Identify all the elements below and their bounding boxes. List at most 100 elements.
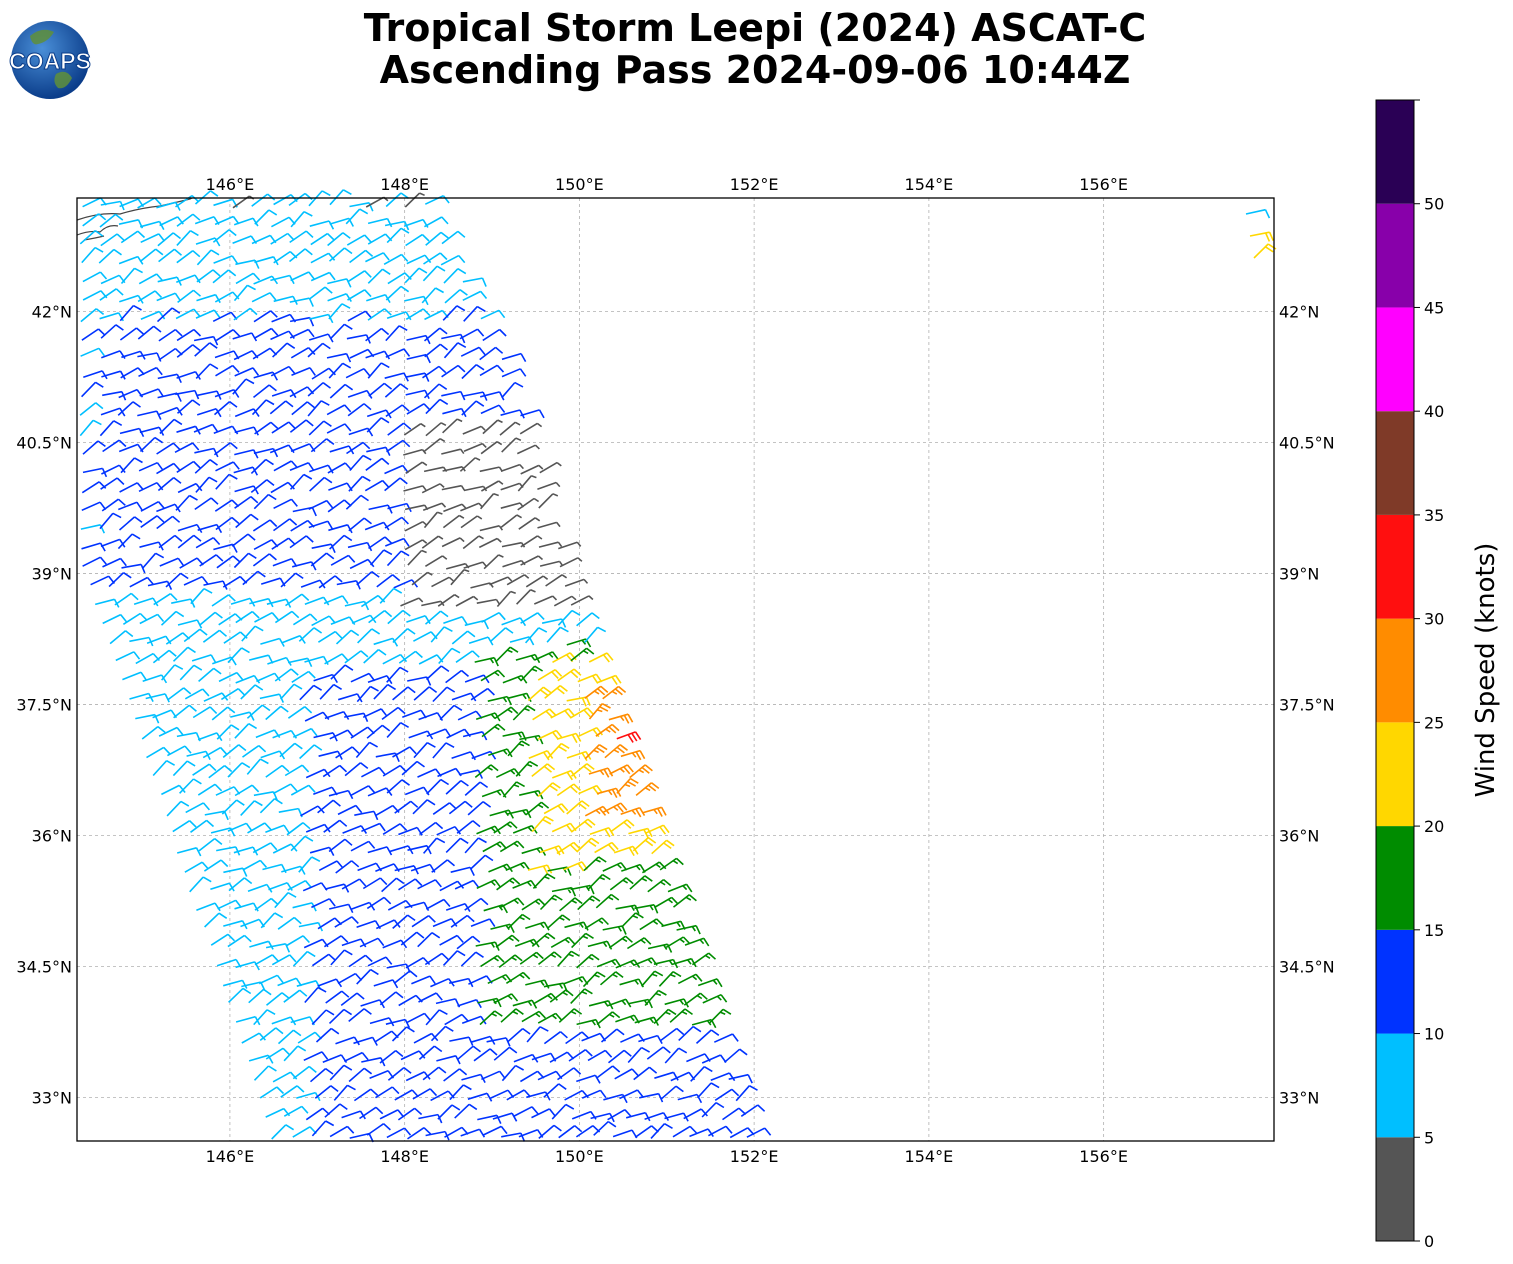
wind-barb xyxy=(357,628,381,644)
wind-barb xyxy=(195,537,221,549)
wind-barb xyxy=(290,835,314,852)
wind-barb xyxy=(240,684,264,700)
wind-barb xyxy=(250,479,275,494)
wind-barb xyxy=(328,362,352,379)
wind-barb xyxy=(81,381,104,398)
wind-barb xyxy=(337,804,363,816)
wind-barb xyxy=(547,742,570,759)
wind-barb xyxy=(298,856,321,873)
wind-barb xyxy=(713,1033,739,1043)
wind-barb xyxy=(310,252,336,264)
wind-barb xyxy=(171,598,196,608)
wind-barb xyxy=(350,785,376,797)
wind-barb xyxy=(310,438,335,453)
wind-barb xyxy=(650,1123,673,1139)
wind-barb xyxy=(620,749,646,761)
wind-barb xyxy=(495,767,521,779)
wind-barb xyxy=(366,417,390,433)
wind-barb xyxy=(499,421,521,436)
lon-tick-bottom: 152°E xyxy=(730,1147,779,1166)
wind-barb xyxy=(172,760,196,777)
wind-barb xyxy=(251,193,276,207)
wind-barb xyxy=(324,883,350,893)
wind-barb xyxy=(235,272,261,285)
wind-barb xyxy=(329,189,352,206)
wind-barb xyxy=(349,249,374,264)
wind-barb xyxy=(194,497,219,511)
wind-barb xyxy=(606,998,632,1008)
wind-barb xyxy=(277,916,302,930)
wind-barb xyxy=(172,820,197,833)
wind-barb xyxy=(235,513,259,529)
wind-barb xyxy=(564,921,589,931)
wind-barb xyxy=(161,784,186,796)
wind-barb xyxy=(156,515,181,530)
wind-barb xyxy=(425,422,447,437)
wind-barb xyxy=(483,554,504,570)
wind-barb xyxy=(512,705,536,721)
lat-tick-left: 34.5°N xyxy=(16,957,72,976)
wind-barb xyxy=(537,782,561,798)
wind-barb xyxy=(494,706,519,720)
wind-barb xyxy=(654,1071,679,1081)
wind-barb xyxy=(403,218,429,228)
wind-barb xyxy=(387,422,412,436)
wind-barb xyxy=(83,370,108,380)
wind-barb xyxy=(405,957,431,969)
wind-barb xyxy=(160,664,184,681)
wind-barb xyxy=(381,706,406,721)
wind-barb xyxy=(407,1127,432,1140)
wind-barb xyxy=(576,837,600,853)
wind-barb xyxy=(442,514,465,529)
wind-barb xyxy=(141,725,166,740)
wind-barb xyxy=(172,646,196,662)
wind-barb xyxy=(330,949,353,966)
wind-barb xyxy=(194,342,218,357)
wind-barb xyxy=(424,194,450,205)
wind-barb xyxy=(609,877,634,891)
wind-barb xyxy=(81,246,104,264)
wind-barb xyxy=(195,309,221,319)
wind-barb xyxy=(288,248,313,263)
wind-barb xyxy=(451,630,476,645)
wind-barb xyxy=(349,454,372,472)
wind-barb xyxy=(241,625,264,642)
wind-barb xyxy=(341,938,367,948)
wind-barb xyxy=(347,310,373,322)
wind-barb xyxy=(404,901,430,911)
wind-barb xyxy=(179,664,203,681)
wind-barb xyxy=(518,517,541,530)
wind-barb xyxy=(385,325,408,342)
wind-barb xyxy=(82,271,108,283)
wind-barb xyxy=(196,902,221,912)
wind-barb xyxy=(467,1092,493,1102)
wind-barb xyxy=(403,448,427,456)
wind-barb xyxy=(138,273,164,285)
wind-barb xyxy=(482,419,503,435)
wind-barb xyxy=(493,821,518,834)
wind-barb xyxy=(309,464,334,474)
wind-barb xyxy=(448,800,473,815)
wind-barb xyxy=(311,543,336,554)
wind-barb xyxy=(334,916,359,928)
wind-barb xyxy=(233,466,259,476)
wind-barb xyxy=(335,746,360,759)
wind-barb xyxy=(393,970,418,985)
wind-barb xyxy=(559,557,583,568)
wind-barb xyxy=(379,587,403,604)
wind-barb xyxy=(556,783,582,797)
wind-barb xyxy=(311,953,337,967)
wind-barb xyxy=(156,462,181,475)
wind-barb xyxy=(363,648,387,664)
wind-barb xyxy=(335,860,360,874)
wind-barb xyxy=(367,268,391,284)
wind-barb xyxy=(176,399,201,414)
colorbar-label: Wind Speed (knots) xyxy=(1471,543,1501,798)
wind-barb xyxy=(190,819,215,833)
wind-barb xyxy=(445,837,469,853)
wind-barb xyxy=(459,457,481,472)
wind-barb xyxy=(587,873,611,890)
wind-barb xyxy=(507,913,531,929)
wind-barb xyxy=(480,309,506,320)
wind-barb xyxy=(328,1008,353,1024)
